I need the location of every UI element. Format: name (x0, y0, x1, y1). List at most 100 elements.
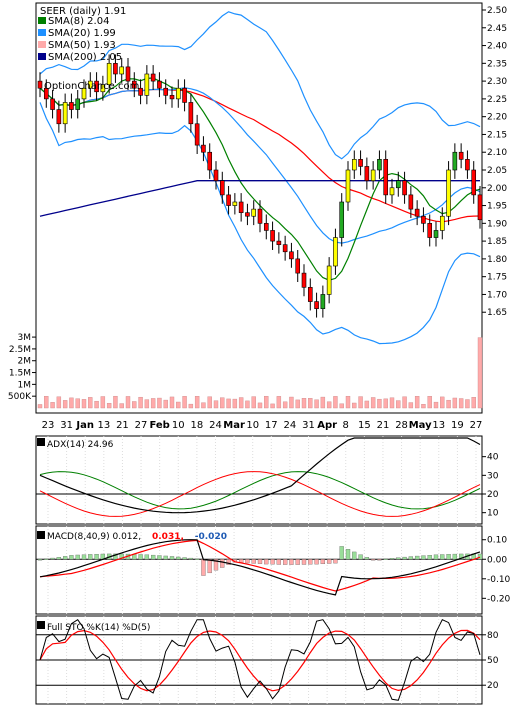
candle-body (201, 144, 206, 153)
macd-histogram-bar (389, 558, 395, 560)
sto-k-line (39, 619, 481, 701)
volume-bar (182, 396, 187, 409)
candle-body (276, 240, 282, 245)
candle-body (389, 187, 395, 196)
x-tick-label: 31 (60, 420, 73, 431)
x-tick-label: 24 (209, 420, 222, 431)
price-tick-label: 1.75 (487, 273, 507, 283)
volume-bar (69, 397, 74, 409)
candle-body (157, 80, 162, 89)
volume-bar (163, 399, 168, 409)
macd-histogram-bar (358, 554, 363, 560)
volume-bar (427, 396, 432, 409)
candle-body (87, 80, 93, 89)
macd-histogram-bar (377, 559, 382, 561)
candle-body (421, 215, 426, 224)
x-tick-label: 19 (451, 420, 464, 431)
x-tick-label: 21 (377, 420, 390, 431)
candle-body (270, 230, 275, 242)
price-tick-label: 1.70 (487, 290, 507, 300)
adx-tick-label: 20 (487, 490, 499, 500)
candle-body (307, 287, 313, 302)
candle-body (119, 66, 125, 75)
y-tick-labels: 1.65 1.70 1.75 1.80 1.85 1.90 1.95 2.00 2.05 2.10… (8, 6, 511, 691)
macd-histogram-bar (150, 554, 156, 560)
macd-histogram-bar (421, 555, 426, 560)
volume-bar (383, 398, 388, 409)
macd-histogram-bar (144, 554, 150, 560)
candle-body (37, 80, 43, 89)
candle-body (465, 159, 470, 171)
macd-histogram-bar (276, 559, 282, 565)
x-tick-label: 18 (191, 420, 204, 431)
x-tick-label: 13 (432, 420, 445, 431)
macd-histogram-bar (352, 551, 357, 560)
candle-body (301, 272, 307, 288)
volume-bar (232, 398, 238, 409)
volume-bar (125, 396, 131, 409)
volume-bar (88, 397, 93, 409)
x-tick-label: 23 (42, 420, 55, 431)
volume-bar (440, 396, 445, 409)
minus-di-line (39, 471, 481, 517)
macd-histogram-bar (345, 549, 351, 560)
legend-label: SMA(20) 1.99 (48, 28, 116, 39)
macd-line (39, 539, 481, 596)
volume-bar (119, 403, 124, 409)
macd-histogram-bar (452, 553, 458, 560)
macd-histogram-bar (433, 554, 439, 560)
macd-histogram-bar (194, 558, 200, 560)
volume-bar (446, 399, 451, 409)
legend-swatch (38, 41, 46, 48)
macd-histogram-bar (314, 559, 319, 565)
x-tick-label: Mar (223, 420, 245, 431)
candle-body (458, 151, 464, 160)
macd-histogram-bar (308, 559, 313, 565)
volume-bar (471, 397, 476, 409)
volume-bar (352, 402, 357, 409)
macd-histogram-bar (326, 559, 332, 564)
candle-body (138, 87, 143, 96)
macd-histogram-bar (69, 555, 74, 560)
sto-d-line (39, 629, 481, 692)
price-tick-label: 2.00 (487, 184, 507, 194)
volume-bar (251, 396, 256, 409)
volume-bar (308, 398, 313, 409)
candle-body (383, 159, 389, 196)
bollinger-lower (39, 102, 481, 345)
macd-histogram-bar (75, 554, 80, 560)
x-tick-label: 27 (135, 420, 148, 431)
candle-body (471, 169, 477, 196)
macd-histogram-bar (62, 556, 68, 560)
legend-label: SMA(200) 2.05 (48, 52, 122, 63)
volume-bar (326, 401, 332, 409)
macd-histogram-bar (201, 559, 206, 576)
macd-histogram-bar (119, 553, 124, 560)
candle-body (106, 63, 112, 85)
macd-histogram-bar (383, 558, 388, 560)
chart-title: SEER (daily) 1.91 (40, 6, 126, 17)
price-tick-label: 2.35 (487, 59, 507, 69)
candle-body (414, 208, 420, 217)
candle-body (219, 180, 225, 196)
candle-body (295, 258, 301, 274)
macd-histogram-bar (402, 556, 407, 560)
candle-body (263, 223, 269, 231)
macd-histogram-bar (182, 557, 187, 560)
candle-body (339, 201, 345, 238)
candle-body (289, 251, 294, 260)
candle-body (257, 208, 263, 224)
macd-histogram-bar (427, 555, 432, 560)
candle-body (251, 208, 257, 217)
volume-bar (169, 396, 175, 409)
volume-bar (194, 396, 200, 409)
volume-bar (377, 398, 382, 409)
volume-bar (314, 399, 319, 409)
sto-tick-label: 80 (487, 631, 499, 641)
macd-histogram-bar (257, 559, 263, 564)
volume-bar (132, 401, 137, 409)
volume-bar (113, 395, 118, 409)
candle-body (226, 194, 231, 206)
candle-body (232, 201, 238, 206)
